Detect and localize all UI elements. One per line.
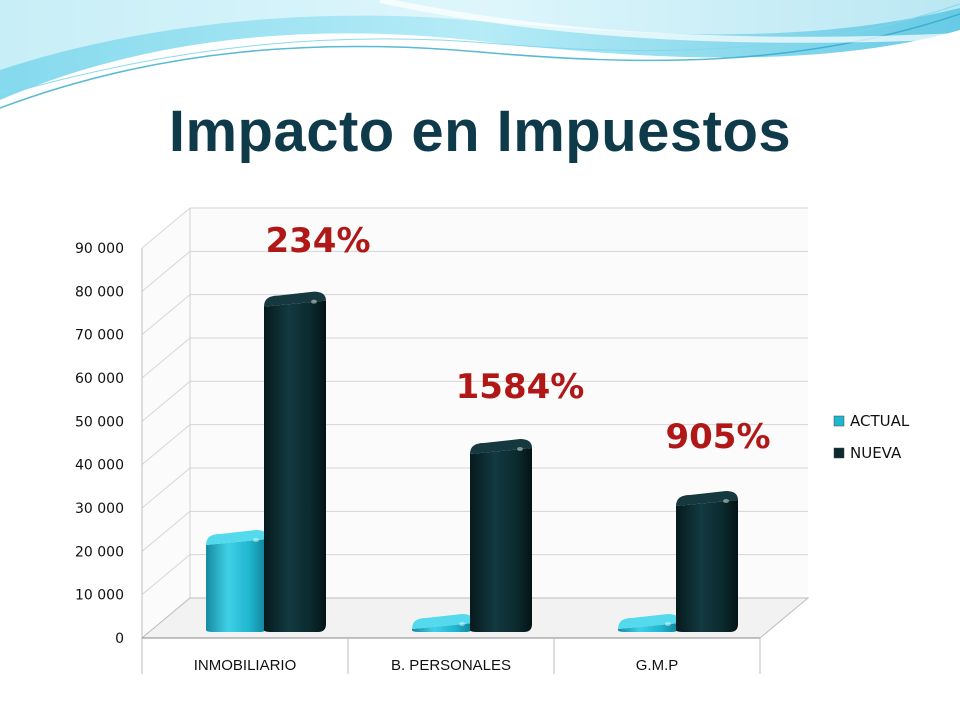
series-actual-bar [206, 530, 268, 632]
bar-cap [676, 491, 738, 506]
legend-label: ACTUAL [850, 412, 910, 430]
bar-cap [470, 439, 532, 454]
series-nueva-bar [470, 439, 532, 632]
bar-body [206, 539, 268, 632]
y-tick-label: 40 000 [75, 458, 124, 474]
legend-swatch [833, 447, 845, 459]
bar-highlight [253, 538, 259, 542]
y-tick-label: 80 000 [75, 284, 124, 300]
chart-labels: 0 10 000 20 000 30 000 40 000 50 000 60 000 70 … [75, 221, 771, 674]
y-tick-label: 70 000 [75, 328, 124, 344]
percentage-annotation: 1584% [456, 367, 585, 407]
bar-body [264, 300, 326, 632]
bar-cap [412, 614, 474, 629]
legend-swatch [833, 415, 845, 427]
y-tick-label: 20 000 [75, 544, 124, 560]
legend-label: NUEVA [850, 444, 902, 462]
bar-highlight [665, 622, 671, 626]
x-tick-label: B. PERSONALES [391, 657, 511, 674]
slide-title: Impacto en Impuestos [168, 99, 792, 164]
bar-highlight [459, 622, 465, 626]
bar-cap [618, 614, 680, 629]
percentage-annotation: 234% [265, 221, 370, 261]
y-tick-label: 90 000 [75, 241, 124, 257]
y-tick-label: 30 000 [75, 501, 124, 517]
y-tick-label: 0 [115, 631, 124, 647]
bar-cap [206, 530, 268, 545]
bar-body [618, 623, 680, 632]
series-nueva-bar [676, 491, 738, 632]
bar-highlight [723, 499, 729, 503]
y-tick-label: 60 000 [75, 371, 124, 387]
x-tick-label: INMOBILIARIO [194, 657, 297, 674]
y-tick-label: 50 000 [75, 414, 124, 430]
percentage-annotation: 905% [665, 417, 770, 457]
series-actual-bar [618, 614, 680, 632]
bar-body [676, 500, 738, 632]
y-tick-label: 10 000 [75, 588, 124, 604]
bar-body [412, 623, 474, 632]
x-tick-label: G.M.P [636, 657, 679, 674]
bar-cap [264, 291, 326, 307]
series-nueva-bar [264, 291, 326, 632]
bar-body [470, 448, 532, 632]
series-actual-bar [412, 614, 474, 632]
bar-highlight [311, 299, 317, 304]
chart-bars [206, 291, 738, 632]
bar-highlight [517, 447, 523, 451]
chart-legend: ACTUAL NUEVA [833, 412, 910, 462]
